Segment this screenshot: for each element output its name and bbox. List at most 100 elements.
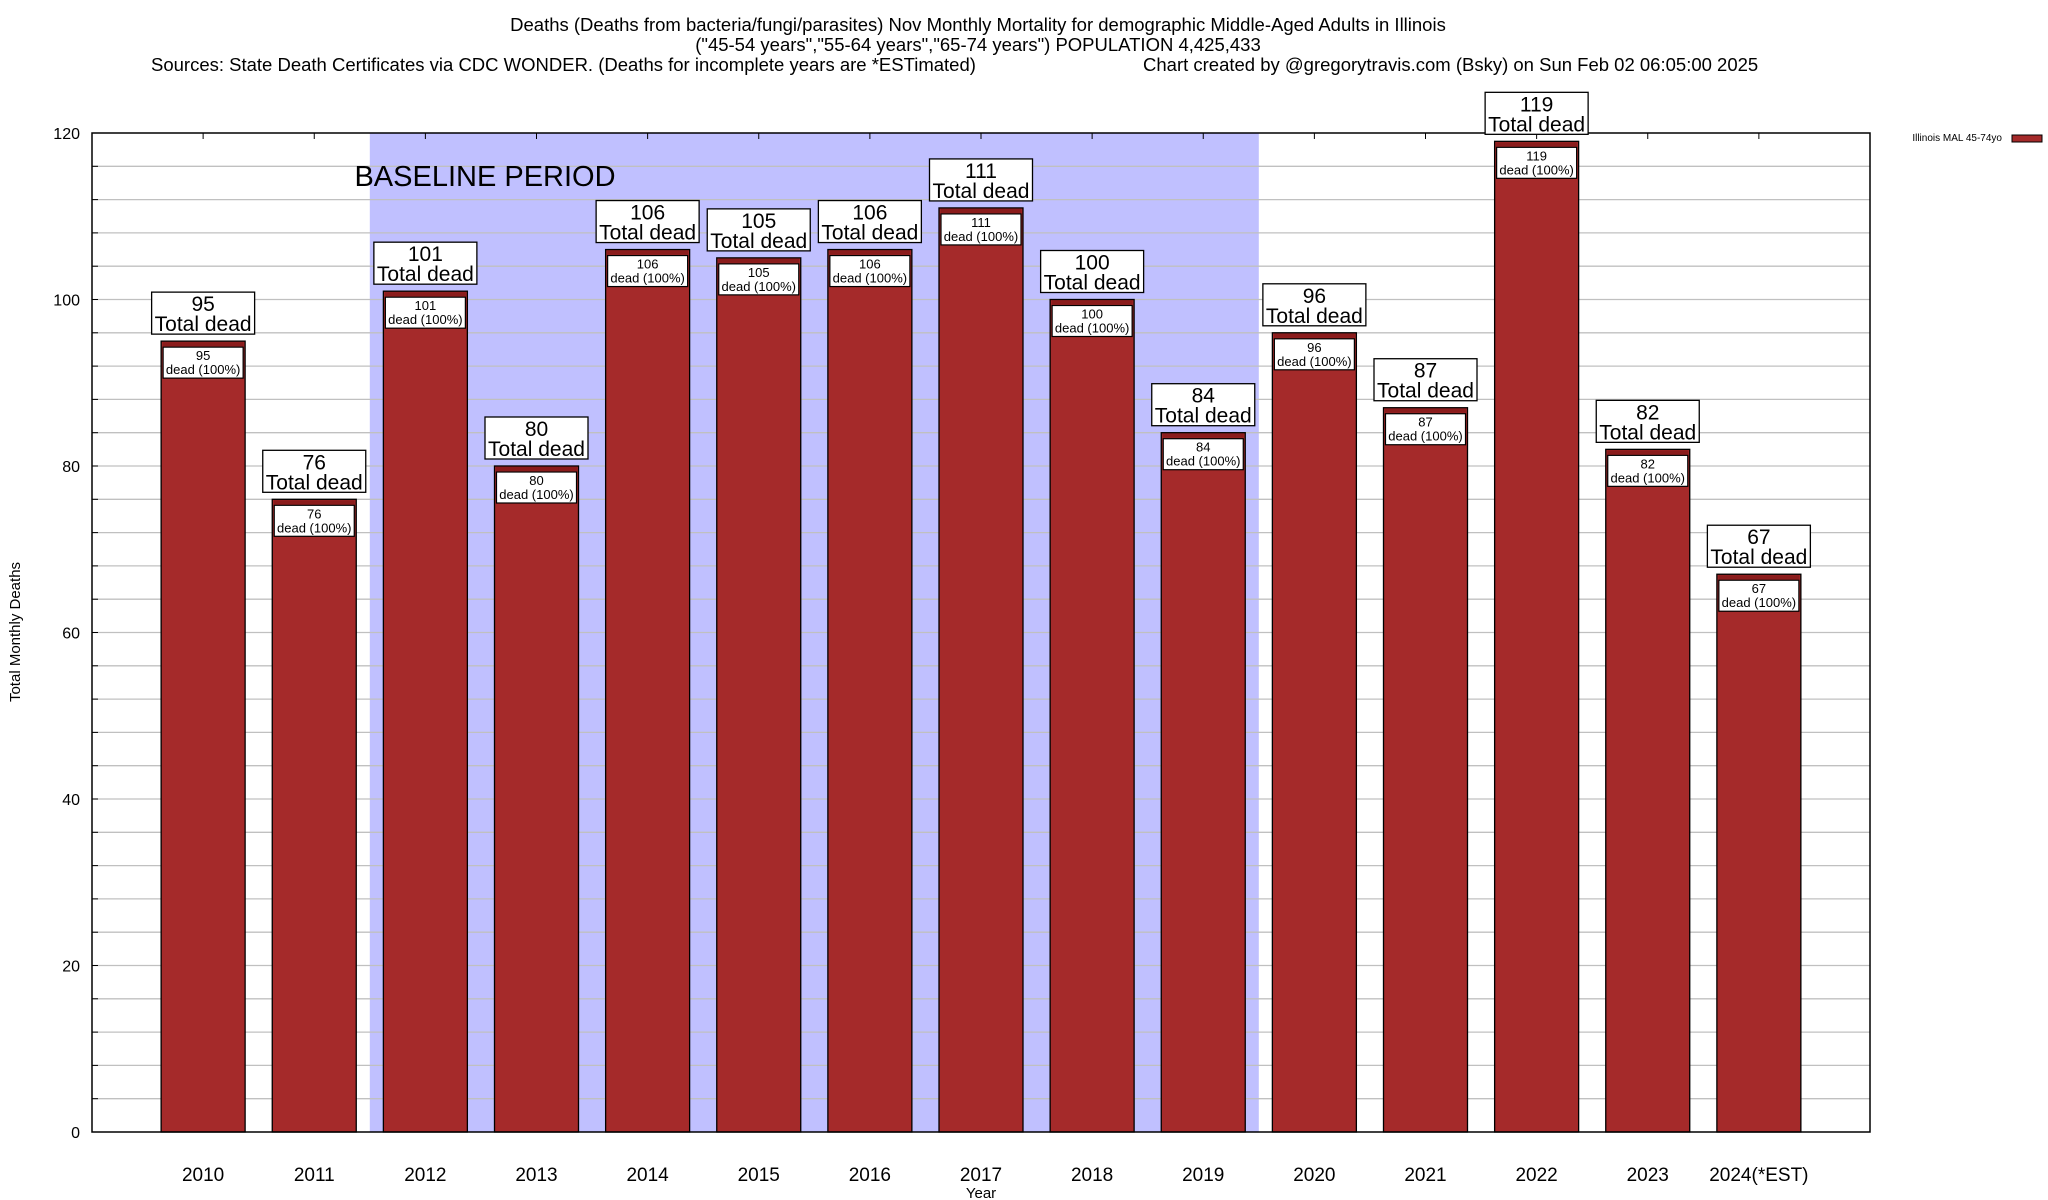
total-label-box — [1262, 283, 1367, 327]
x-tick-label: 2013 — [515, 1165, 557, 1186]
x-tick-label: 2021 — [1404, 1165, 1446, 1186]
total-label-box — [1484, 91, 1589, 135]
total-label-box — [1039, 249, 1145, 294]
x-axis-title: Year — [966, 1185, 996, 1200]
bar-top-cap — [162, 342, 244, 347]
total-label-text: Total dead — [155, 313, 252, 336]
bar-2016 — [827, 248, 913, 1133]
inner-label-text: dead (100%) — [1722, 595, 1796, 610]
inner-label-value: 106 — [637, 257, 659, 272]
bar-top-cap — [1607, 450, 1689, 455]
chart-title-line-2: ("45-54 years","55-64 years","65-74 year… — [695, 34, 1261, 55]
bar-top-cap — [273, 500, 355, 505]
inner-label-value: 67 — [1752, 581, 1766, 596]
total-label-value: 84 — [1192, 385, 1216, 408]
total-label-value: 100 — [1075, 252, 1110, 275]
total-label-box — [150, 291, 256, 335]
total-label-box — [928, 158, 1034, 202]
inner-label-text: dead (100%) — [722, 279, 796, 294]
inner-label-text: dead (100%) — [166, 362, 240, 377]
bar-2013 — [493, 465, 580, 1133]
total-label-box — [262, 449, 367, 493]
inner-label-text: dead (100%) — [833, 271, 907, 286]
inner-label-box — [1162, 438, 1244, 471]
bar-top-cap — [1718, 575, 1800, 580]
x-tick-label: 2010 — [182, 1165, 224, 1186]
inner-label-text: dead (100%) — [1499, 162, 1573, 177]
y-tick-label: 100 — [53, 293, 80, 310]
inner-label-text: dead (100%) — [388, 312, 462, 327]
total-label-box — [1373, 358, 1478, 402]
inner-label-box — [384, 296, 466, 329]
total-label-box — [1706, 524, 1812, 568]
bar-2019 — [1160, 432, 1246, 1133]
y-tick-label: 60 — [62, 626, 80, 643]
inner-label-text: dead (100%) — [1611, 470, 1685, 485]
inner-label-value: 101 — [415, 298, 437, 313]
x-tick-label: 2012 — [404, 1165, 446, 1186]
bar-2022 — [1493, 140, 1580, 1133]
x-tick-label: 2024(*EST) — [1709, 1165, 1808, 1186]
inner-label-value: 82 — [1641, 456, 1655, 471]
x-tick-label: 2015 — [738, 1165, 780, 1186]
inner-label-value: 106 — [859, 257, 881, 272]
bar-top-cap — [940, 208, 1022, 213]
bar-top-cap — [1385, 408, 1466, 413]
chart-title-line-1: Deaths (Deaths from bacteria/fungi/paras… — [510, 14, 1446, 35]
inner-label-text: dead (100%) — [610, 271, 684, 286]
x-tick-label: 2019 — [1182, 1165, 1224, 1186]
total-label-value: 95 — [191, 293, 214, 316]
total-label-value: 96 — [1303, 285, 1326, 308]
inner-label-box — [273, 504, 355, 537]
total-label-box — [373, 241, 478, 285]
inner-label-box — [162, 346, 244, 379]
total-label-text: Total dead — [821, 222, 918, 245]
total-label-value: 80 — [525, 418, 548, 441]
inner-label-value: 105 — [748, 265, 770, 280]
total-label-text: Total dead — [933, 180, 1030, 203]
total-label-box — [595, 199, 700, 244]
inner-label-box — [495, 471, 578, 504]
bar-2011 — [271, 498, 357, 1133]
inner-label-value: 76 — [307, 506, 321, 521]
legend-label: Illinois MAL 45-74yo — [1912, 133, 2002, 144]
x-tick-label: 2016 — [849, 1165, 891, 1186]
inner-label-box — [718, 263, 800, 296]
inner-label-box — [1607, 454, 1689, 487]
total-label-text: Total dead — [1377, 380, 1474, 403]
bar-2012 — [382, 290, 469, 1133]
total-label-text: Total dead — [1710, 546, 1807, 569]
inner-label-value: 87 — [1418, 415, 1432, 430]
bar-top-cap — [1273, 333, 1355, 338]
bar-top-cap — [1496, 142, 1578, 147]
inner-label-value: 95 — [196, 348, 210, 363]
y-tick-label: 0 — [71, 1125, 80, 1142]
x-tick-label: 2018 — [1071, 1165, 1113, 1186]
chart-sources: Sources: State Death Certificates via CD… — [151, 54, 976, 75]
inner-label-value: 80 — [529, 473, 543, 488]
bar-top-cap — [1162, 433, 1244, 438]
inner-label-box — [607, 254, 689, 288]
inner-label-text: dead (100%) — [1166, 454, 1240, 469]
x-tick-label: 2022 — [1515, 1165, 1557, 1186]
bar-top-cap — [607, 250, 689, 255]
y-tick-label: 40 — [62, 792, 80, 809]
inner-label-value: 100 — [1081, 307, 1103, 322]
inner-label-value: 96 — [1307, 340, 1321, 355]
inner-label-box — [1718, 579, 1800, 612]
y-axis-title: Total Monthly Deaths — [7, 562, 24, 702]
y-tick-label: 120 — [53, 126, 80, 143]
inner-label-value: 119 — [1526, 148, 1547, 163]
inner-label-text: dead (100%) — [499, 487, 573, 502]
inner-label-box — [1496, 146, 1578, 179]
inner-label-box — [1273, 338, 1355, 371]
total-label-text: Total dead — [1044, 272, 1141, 295]
inner-label-value: 84 — [1196, 440, 1210, 455]
bar-top-cap — [1051, 300, 1133, 305]
inner-label-text: dead (100%) — [277, 520, 351, 535]
bar-2023 — [1605, 448, 1691, 1133]
total-label-text: Total dead — [599, 222, 696, 245]
baseline-period-label: BASELINE PERIOD — [354, 161, 615, 193]
total-label-text: Total dead — [1488, 113, 1585, 136]
